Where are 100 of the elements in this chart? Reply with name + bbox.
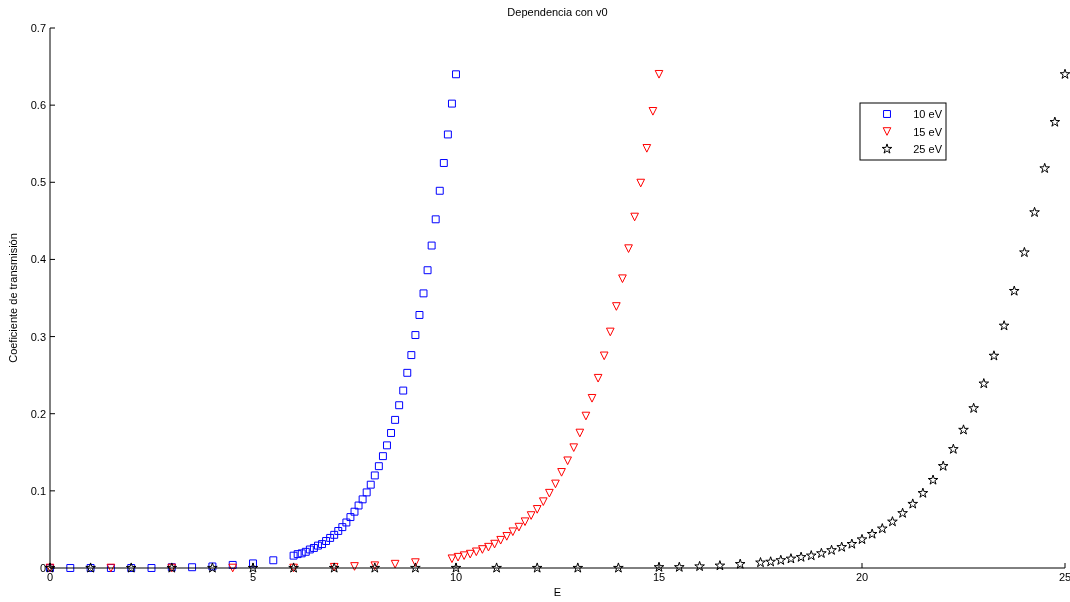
point (447, 99, 456, 108)
point (453, 552, 463, 562)
point (532, 505, 542, 514)
point (856, 533, 868, 545)
point (624, 244, 633, 253)
point (342, 518, 351, 527)
point (1039, 162, 1051, 173)
point (387, 429, 395, 437)
point (411, 558, 420, 567)
point (795, 551, 807, 562)
y-axis-title: Coeficiente de transmisión (7, 233, 19, 363)
point (346, 513, 355, 522)
point (383, 441, 391, 450)
point (350, 507, 359, 516)
y-tick-label: 0.3 (30, 330, 46, 343)
point (581, 411, 591, 421)
point (293, 550, 302, 559)
point (826, 544, 837, 555)
y-tick-label: 0.6 (30, 99, 46, 112)
point (1049, 116, 1061, 127)
point (465, 549, 475, 559)
point (431, 215, 440, 224)
point (897, 507, 908, 518)
point (450, 562, 462, 573)
point (599, 351, 609, 361)
point (395, 401, 404, 410)
point (490, 539, 499, 549)
point (322, 537, 331, 545)
point (538, 497, 548, 506)
point (630, 212, 639, 222)
point (407, 351, 416, 360)
point (907, 498, 919, 509)
point (612, 302, 621, 311)
point (998, 320, 1010, 331)
point (439, 159, 448, 167)
point (654, 69, 664, 79)
point (188, 563, 197, 572)
point (326, 533, 335, 542)
point (330, 530, 339, 539)
point (147, 564, 156, 572)
point (734, 558, 746, 569)
point (545, 488, 554, 498)
point (927, 474, 939, 485)
x-tick-label: 20 (855, 571, 869, 583)
x-tick-label: 25 (1058, 571, 1070, 583)
point (948, 443, 959, 454)
legend-label: 25 eV (913, 143, 943, 155)
point (508, 527, 518, 537)
point (520, 517, 530, 527)
point (805, 550, 817, 561)
x-tick-label: 10 (449, 571, 463, 583)
point (593, 373, 603, 383)
point (452, 70, 460, 79)
point (572, 562, 584, 573)
y-tick-label: 0 (39, 562, 46, 574)
point (648, 107, 658, 116)
point (1019, 246, 1030, 258)
point (514, 522, 524, 532)
point (765, 556, 776, 567)
point (423, 266, 432, 275)
point (917, 487, 929, 498)
point (563, 456, 572, 466)
point (618, 274, 627, 284)
point (557, 468, 566, 477)
point (836, 541, 848, 552)
x-tick-label: 0 (46, 571, 54, 583)
point (484, 542, 493, 552)
point (636, 178, 646, 188)
point (459, 551, 469, 560)
legend-label: 15 eV (913, 125, 943, 138)
point (502, 532, 512, 541)
point (390, 559, 400, 569)
point (447, 554, 457, 564)
point (653, 561, 665, 572)
point (531, 562, 543, 573)
point (427, 241, 436, 250)
point (309, 543, 318, 552)
point (350, 562, 359, 571)
point (301, 547, 310, 556)
point (362, 488, 371, 497)
point (297, 549, 306, 558)
point (575, 428, 585, 438)
point (816, 547, 827, 558)
point (471, 547, 481, 557)
point (876, 523, 888, 534)
point (587, 393, 597, 403)
y-tick-label: 0.1 (30, 484, 46, 497)
point (269, 556, 278, 565)
point (694, 560, 705, 572)
x-tick-label: 15 (652, 571, 666, 583)
point (714, 560, 726, 571)
point (866, 528, 878, 539)
point (846, 538, 858, 549)
point (755, 557, 766, 568)
point (391, 415, 400, 424)
point (569, 443, 579, 452)
point (334, 527, 343, 535)
point (613, 562, 624, 573)
y-tick-label: 0.2 (30, 407, 46, 420)
point (338, 523, 347, 532)
